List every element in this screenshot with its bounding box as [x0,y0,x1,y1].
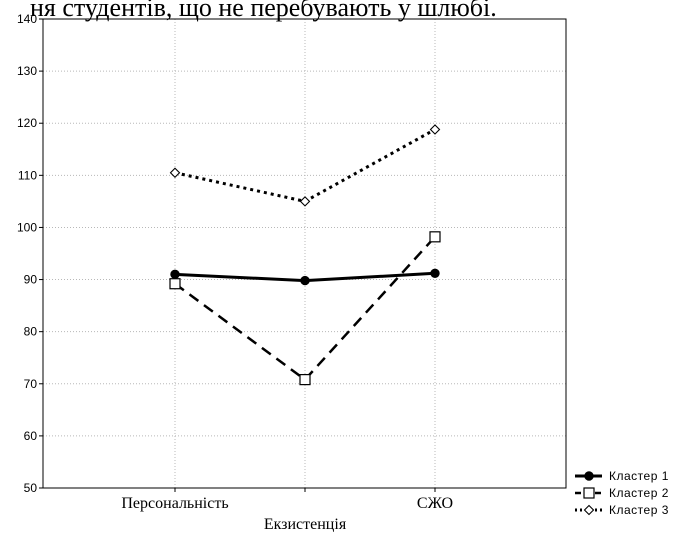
legend-item: Кластер 3 [575,503,669,517]
y-tick-label: 100 [17,220,37,234]
data-point [430,268,440,279]
data-point [299,196,311,207]
y-tick-label: 80 [24,325,38,339]
legend-item: Кластер 2 [575,486,669,500]
legend-label: Кластер 1 [609,469,669,483]
legend-label: Кластер 3 [609,503,669,517]
legend-marker [583,504,595,516]
y-tick-label: 60 [24,429,38,443]
x-tick-label: СЖО [417,495,453,512]
x-axis-title: Екзистенція [264,516,347,533]
series-line [174,235,436,382]
x-tick-label: Персональність [121,495,228,512]
y-axis: 50 60 70 80 90 100 110 120 130 140 [17,12,43,495]
y-tick-label: 50 [24,481,38,495]
legend-label: Кластер 2 [609,486,669,500]
grid [43,19,566,488]
y-tick-label: 110 [18,168,37,182]
legend-item: Кластер 1 [575,469,669,483]
data-point [429,231,441,243]
y-tick-label: 120 [17,116,37,130]
data-point [429,124,441,135]
y-tick-label: 140 [17,12,37,26]
legend-marker [584,471,594,481]
series-2 [169,231,441,386]
y-tick-label: 130 [17,64,37,78]
y-tick-label: 70 [24,377,38,391]
data-point [299,374,311,386]
y-tick-label: 90 [24,273,38,287]
series-1 [170,268,440,286]
legend: Кластер 1 Кластер 2 Кластер 3 [575,469,669,517]
data-point [170,269,180,280]
series [169,124,441,386]
legend-marker [583,487,595,499]
series-3 [169,124,441,207]
top-text: ня студентів, що не перебувають у шлюбі. [30,0,497,22]
data-point [169,167,181,179]
x-axis: Персональність СЖО [121,488,453,512]
data-point [169,278,181,290]
data-point [300,275,310,286]
